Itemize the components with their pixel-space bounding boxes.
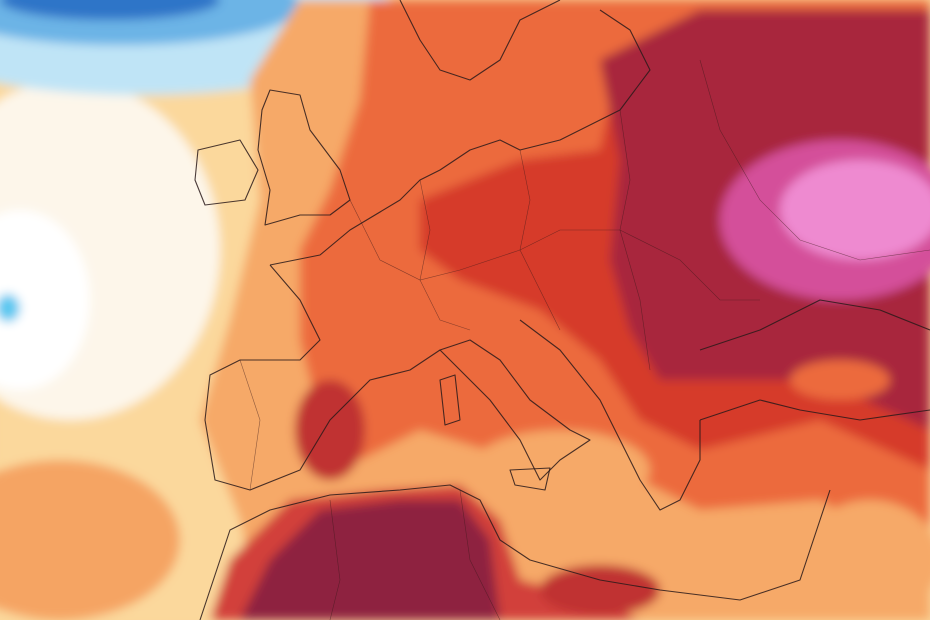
cold-core bbox=[0, 0, 220, 20]
balkan-coast bbox=[519, 319, 701, 511]
coastlines bbox=[194, 0, 930, 620]
libya-hot bbox=[540, 565, 660, 615]
turkey-coast bbox=[699, 399, 930, 421]
levant-warm bbox=[800, 500, 930, 620]
border-a bbox=[349, 199, 760, 301]
border-g bbox=[329, 499, 341, 620]
iberia-hot bbox=[295, 380, 365, 480]
cool-core bbox=[0, 210, 90, 390]
pink-core bbox=[780, 160, 930, 260]
italy bbox=[439, 339, 591, 481]
ireland bbox=[194, 139, 259, 206]
borders bbox=[239, 59, 930, 620]
border-c bbox=[519, 149, 561, 331]
border-b bbox=[419, 179, 471, 331]
sardinia bbox=[439, 374, 461, 426]
black-sea-warm bbox=[790, 360, 890, 400]
border-d bbox=[619, 109, 651, 371]
ionian-warm bbox=[470, 430, 650, 510]
warm-sw bbox=[0, 460, 180, 620]
scandinavia bbox=[399, 0, 561, 81]
border-f bbox=[239, 359, 261, 491]
border-e bbox=[699, 59, 930, 261]
north-coast bbox=[269, 9, 651, 266]
iberia-coast bbox=[204, 264, 441, 491]
britain bbox=[257, 89, 351, 226]
border-h bbox=[459, 489, 501, 620]
sicily bbox=[509, 467, 551, 491]
africa-extreme bbox=[240, 500, 500, 620]
black-sea-coast bbox=[699, 299, 930, 351]
africa-coast bbox=[199, 484, 831, 620]
cold-spot bbox=[0, 294, 20, 322]
